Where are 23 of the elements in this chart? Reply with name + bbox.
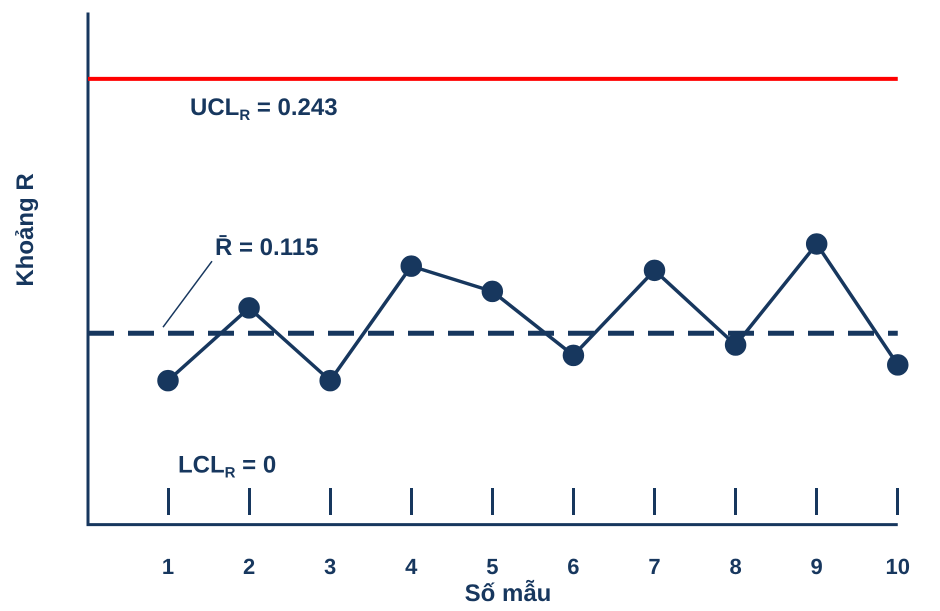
x-tick-label: 7 <box>648 554 661 579</box>
annotation: R̄ = 0.115 <box>215 234 318 262</box>
point <box>319 370 341 392</box>
x-tick-label: 8 <box>729 554 742 579</box>
x-tick-label: 1 <box>162 554 174 579</box>
point <box>644 260 666 282</box>
point <box>482 280 504 302</box>
x-tick-label: 2 <box>242 554 256 579</box>
point <box>238 297 260 319</box>
x-tick-label: 9 <box>810 554 823 579</box>
x-tick-label: 10 <box>886 554 910 579</box>
x-tick-label: 3 <box>324 554 336 579</box>
point <box>400 255 422 277</box>
y-axis-title: Khoảng R <box>12 173 39 287</box>
x-axis-title: Số mẫu <box>464 579 552 607</box>
point <box>562 344 584 366</box>
x-tick-label: 4 <box>405 554 418 579</box>
point <box>157 370 179 392</box>
point <box>724 334 746 356</box>
x-tick-label: 6 <box>567 554 580 579</box>
point <box>806 233 828 255</box>
x-tick-label: 5 <box>486 554 498 579</box>
point <box>887 354 909 376</box>
